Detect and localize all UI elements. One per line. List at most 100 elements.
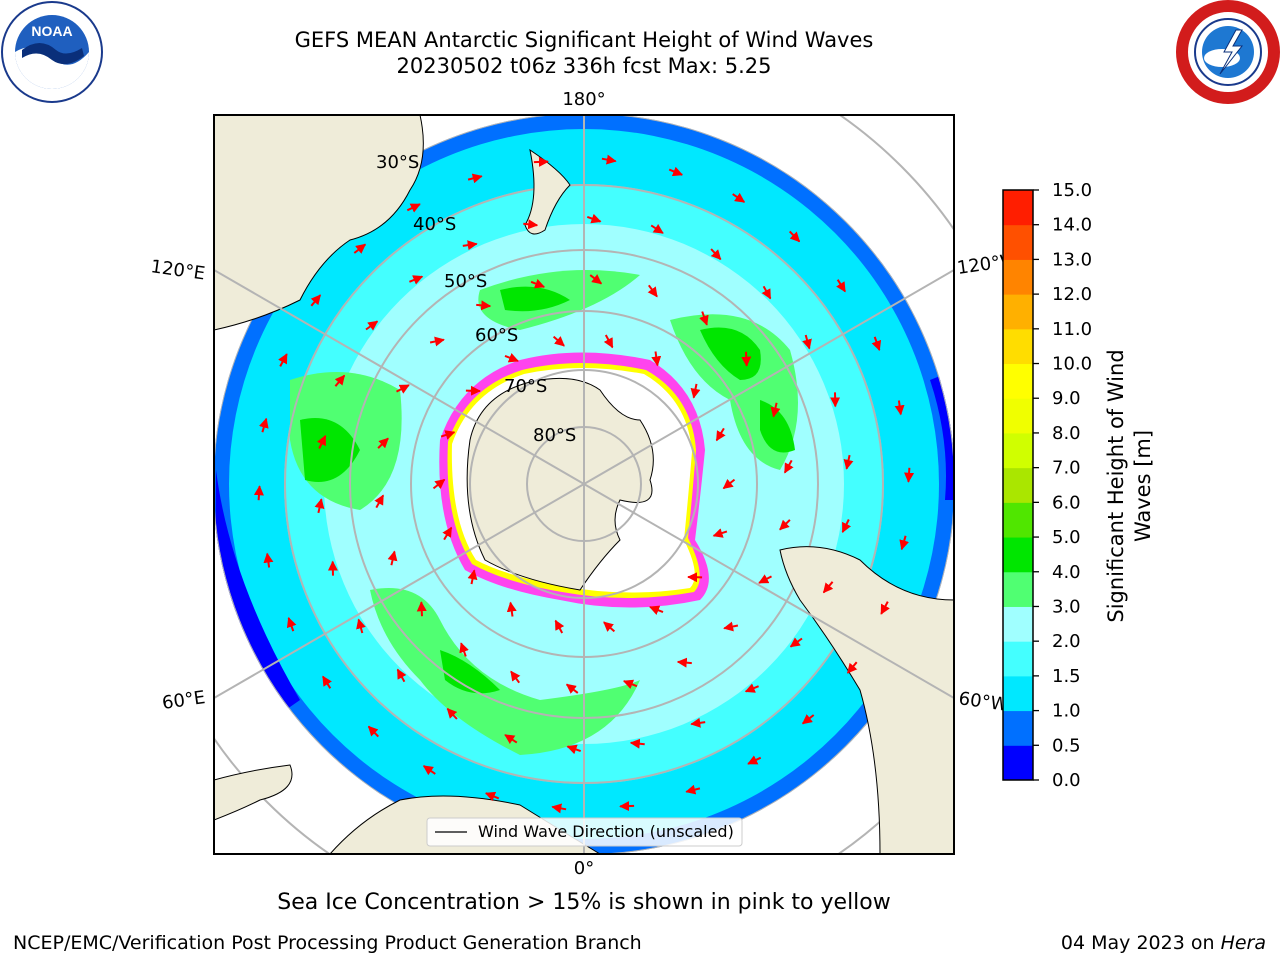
colorbar-segment <box>1003 432 1033 469</box>
wave-direction-arrow <box>554 619 565 634</box>
colorbar-segment <box>1003 294 1033 330</box>
wave-direction-arrow <box>622 679 638 690</box>
lat-label-40s: 40°S <box>413 214 456 235</box>
colorbar-tick-label: 13.0 <box>1052 249 1092 270</box>
wave-direction-arrow <box>510 670 521 684</box>
wave-direction-arrow <box>356 618 366 634</box>
wave-direction-arrow <box>406 203 421 213</box>
wave-direction-arrow <box>462 240 478 251</box>
wave-direction-arrow <box>843 454 854 470</box>
colorbar-segment <box>1003 571 1033 607</box>
colorbar-tick-label: 7.0 <box>1052 458 1081 479</box>
meridians <box>214 115 954 854</box>
wave-direction-arrow <box>467 173 483 184</box>
wave-direction-arrow <box>761 285 772 300</box>
colorbar-segment <box>1003 190 1033 226</box>
nws-logo <box>1176 0 1280 104</box>
wave-direction-arrow <box>904 467 915 483</box>
wave-direction-arrow <box>476 300 492 311</box>
colorbar-tick-label: 14.0 <box>1052 215 1092 236</box>
lat-label-50s: 50°S <box>444 271 487 292</box>
wave-direction-arrow <box>783 459 794 474</box>
wave-direction-arrow <box>365 320 379 331</box>
legend-label: Wind Wave Direction (unscaled) <box>478 822 734 841</box>
lon-label-0: 0° <box>574 858 594 879</box>
wave-direction-arrow <box>880 601 890 615</box>
madagascar <box>214 764 293 821</box>
colorbar-tick-label: 15.0 <box>1052 180 1092 201</box>
wave-direction-arrow <box>552 335 565 347</box>
wave-direction-arrow <box>788 230 801 243</box>
wave-direction-arrow <box>506 601 517 617</box>
wave-direction-arrow <box>741 351 752 367</box>
wave-direction-arrow <box>263 552 274 568</box>
wave-direction-arrow <box>422 765 436 776</box>
colorbar-segment <box>1003 606 1033 642</box>
wave-direction-arrow <box>846 661 858 674</box>
wave-direction-arrow <box>668 166 684 177</box>
wave-direction-arrow <box>589 274 603 285</box>
credit-text: NCEP/EMC/Verification Post Processing Pr… <box>13 932 642 954</box>
wave-direction-arrow <box>603 334 614 349</box>
colorbar-segment <box>1003 745 1033 781</box>
wave-direction-arrow <box>523 219 539 230</box>
wave-direction-arrow <box>801 714 815 725</box>
wave-direction-arrow <box>314 498 325 514</box>
wave-direction-arrow <box>871 336 882 351</box>
colorbar-tick-label: 2.0 <box>1052 631 1081 652</box>
colorbar-tick-label: 0.0 <box>1052 770 1081 791</box>
wave-direction-arrow <box>770 402 781 418</box>
lat-label-60s: 60°S <box>475 325 518 346</box>
colorbar-segment <box>1003 502 1033 538</box>
colorbar-tick-label: 10.0 <box>1052 354 1092 375</box>
colorbar-tick-label: 5.0 <box>1052 527 1081 548</box>
wave-direction-arrow <box>530 278 546 289</box>
wave-direction-arrow <box>685 784 701 795</box>
colorbar-tick-label: 4.0 <box>1052 562 1081 583</box>
wave-direction-arrow <box>699 311 709 326</box>
lat-label-80s: 80°S <box>533 425 576 446</box>
colorbar-tick-label: 6.0 <box>1052 492 1081 513</box>
colorbar-segment <box>1003 398 1033 434</box>
sea-ice-note: Sea Ice Concentration > 15% is shown in … <box>277 890 891 915</box>
wave-direction-arrow <box>367 725 380 738</box>
colorbar-segment <box>1003 675 1033 712</box>
wave-direction-arrow <box>278 353 288 367</box>
wind-wave-arrows <box>253 154 915 814</box>
colorbar-segment <box>1003 641 1033 677</box>
wave-direction-arrow <box>253 485 264 501</box>
date-stamp: 04 May 2023 on Hera <box>1061 932 1266 954</box>
wave-direction-arrow <box>258 417 269 433</box>
colorbar-tick-label: 9.0 <box>1052 388 1081 409</box>
wave-direction-arrow <box>322 675 332 689</box>
colorbar-tick-label: 8.0 <box>1052 423 1081 444</box>
wave-direction-arrow <box>409 275 424 285</box>
wave-direction-arrow <box>822 581 834 594</box>
lon-label-60w: 60°W <box>957 688 1009 716</box>
colorbar-frame <box>1002 189 1034 781</box>
wave-direction-arrow <box>310 294 322 307</box>
wave-direction-arrow <box>286 617 297 632</box>
map-legend: Wind Wave Direction (unscaled) <box>426 817 743 847</box>
wave-direction-arrow <box>715 427 726 442</box>
noaa-logo: NOAA <box>1 1 103 103</box>
wave-direction-arrow <box>446 707 458 720</box>
wave-direction-arrow <box>690 717 706 728</box>
wave-direction-arrow <box>353 243 367 254</box>
lon-label-60e: 60°E <box>161 687 207 714</box>
colorbar-tick-label: 1.5 <box>1052 666 1081 687</box>
wave-direction-arrow <box>629 738 645 749</box>
wave-direction-arrow <box>723 621 739 632</box>
lon-label-120e: 120°E <box>149 256 206 284</box>
wave-direction-arrow <box>566 744 582 755</box>
wave-direction-arrow <box>676 657 692 668</box>
wave-direction-arrow <box>601 154 617 165</box>
wave-direction-arrow <box>396 384 410 394</box>
colorbar-label-line1: Significant Height of Wind <box>1104 349 1128 622</box>
chart-title: GEFS MEAN Antarctic Significant Height o… <box>294 28 874 52</box>
wave-direction-arrow <box>603 621 616 633</box>
wave-direction-arrow <box>551 803 567 814</box>
wave-direction-arrow <box>459 642 469 657</box>
wave-direction-arrow <box>744 683 759 693</box>
wave-direction-arrow <box>732 192 746 203</box>
